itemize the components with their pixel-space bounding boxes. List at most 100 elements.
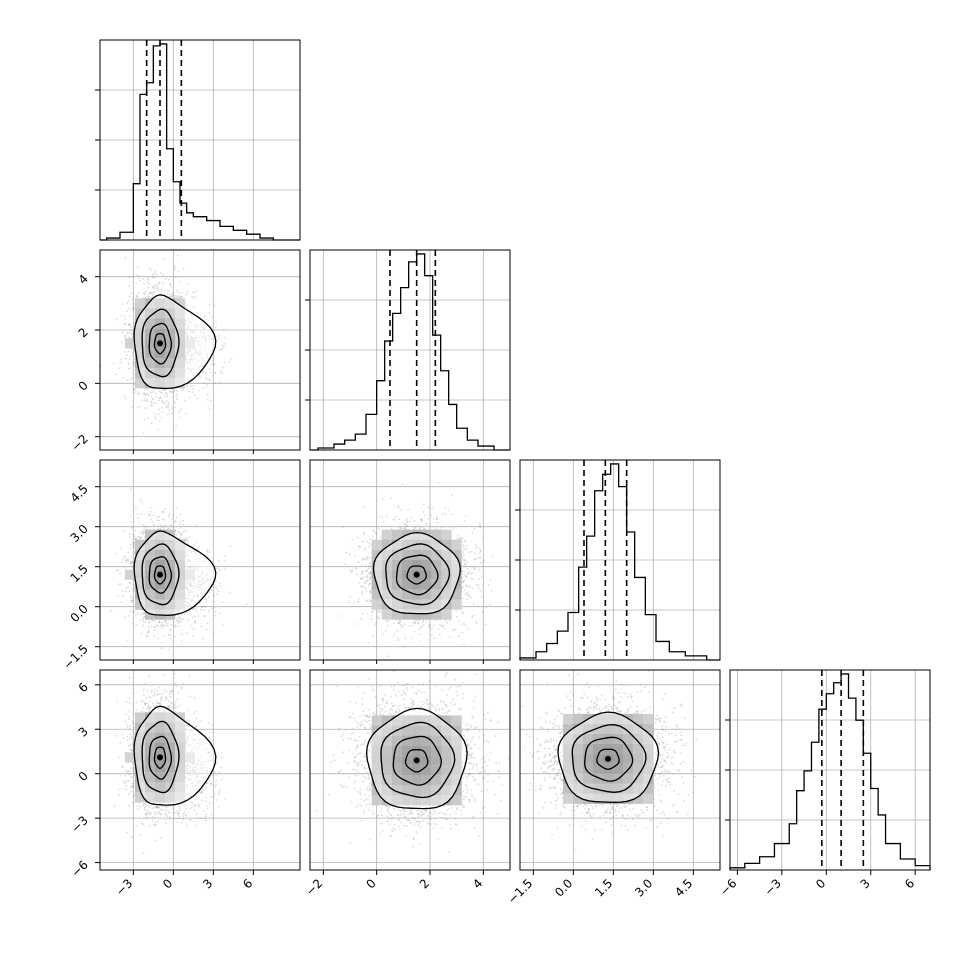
scatter-point [202, 637, 204, 640]
scatter-point [153, 388, 156, 391]
scatter-point [182, 389, 185, 392]
histogram-panel [305, 249, 511, 451]
scatter-point [165, 388, 168, 391]
scatter-point [127, 350, 130, 353]
scatter-point [206, 398, 209, 401]
scatter-point [198, 390, 200, 392]
scatter-point [149, 511, 152, 513]
scatter-point [128, 590, 131, 593]
scatter-point [174, 624, 177, 627]
scatter-point [148, 295, 150, 298]
scatter-point [132, 584, 135, 586]
scatter-point [133, 306, 135, 308]
scatter-point [148, 621, 150, 623]
scatter-point [206, 550, 209, 553]
scatter-point [120, 547, 123, 550]
scatter-point [158, 281, 161, 284]
scatter-point [170, 391, 173, 393]
scatter-point [220, 382, 222, 385]
scatter-point [121, 595, 124, 598]
scatter-point [141, 532, 144, 535]
scatter-point [128, 285, 131, 288]
scatter-point [123, 315, 126, 317]
scatter-point [229, 545, 232, 547]
scatter-point [149, 291, 151, 294]
scatter-point [211, 359, 214, 361]
scatter-point [128, 356, 131, 359]
scatter-point [144, 392, 146, 395]
scatter-point [186, 283, 189, 285]
scatter-point [130, 597, 133, 599]
scatter-point [217, 334, 220, 337]
scatter-point [160, 292, 163, 294]
scatter-point [129, 595, 132, 597]
scatter-point [127, 300, 130, 303]
scatter-point [131, 599, 134, 601]
scatter-point [130, 292, 133, 295]
scatter-point [147, 394, 150, 397]
scatter-point [132, 362, 135, 365]
scatter-point [138, 536, 141, 539]
scatter-point [193, 394, 196, 397]
scatter-point [178, 615, 181, 618]
scatter-point [123, 577, 126, 580]
scatter-point [144, 296, 147, 299]
scatter-point [143, 418, 146, 421]
scatter-point [151, 276, 154, 279]
scatter-point [133, 587, 135, 589]
scatter-point [183, 530, 185, 533]
scatter-point [208, 408, 211, 411]
scatter-point [203, 615, 206, 617]
scatter-point [147, 631, 149, 634]
scatter-point [162, 518, 164, 520]
scatter-point [158, 621, 161, 624]
scatter-point [100, 365, 102, 367]
scatter-point [156, 287, 159, 290]
scatter-point [158, 516, 160, 518]
scatter-point [127, 558, 130, 561]
scatter-point [144, 291, 147, 293]
scatter-point [132, 583, 135, 586]
scatter-point [161, 401, 164, 403]
scatter-point [150, 291, 153, 294]
scatter-point [152, 398, 155, 401]
scatter-point [150, 296, 153, 299]
scatter-point [176, 398, 178, 400]
scatter-point [213, 594, 216, 597]
scatter-point [157, 524, 160, 527]
scatter-point [153, 412, 156, 415]
scatter-point [210, 325, 213, 327]
scatter-point [145, 388, 148, 391]
scatter-point [153, 291, 156, 294]
panel-frame [309, 249, 511, 451]
scatter-point [129, 582, 132, 584]
scatter-point [217, 590, 220, 592]
scatter-point [174, 389, 177, 391]
scatter-point [187, 540, 190, 543]
scatter-point [124, 616, 126, 618]
scatter-point [117, 569, 120, 572]
scatter-point [174, 265, 176, 267]
scatter-point [208, 312, 211, 315]
scatter-point [157, 519, 160, 522]
scatter-point [159, 397, 162, 399]
scatter-point [185, 413, 188, 415]
scatter-point [193, 306, 196, 308]
scatter-point [120, 583, 122, 586]
scatter-point [164, 388, 166, 391]
scatter-point [152, 390, 155, 393]
scatter-point [148, 282, 151, 285]
scatter-point [136, 393, 139, 395]
scatter-point [213, 304, 215, 307]
scatter-point [133, 537, 136, 540]
scatter-point [174, 635, 177, 638]
scatter-point [185, 537, 188, 540]
scatter-point [203, 315, 206, 318]
scatter-point [178, 296, 181, 298]
scatter-point [130, 561, 133, 563]
scatter-point [164, 624, 167, 627]
scatter-point [132, 350, 135, 353]
scatter-point [132, 616, 135, 619]
scatter-point [180, 527, 183, 529]
scatter-point [206, 383, 209, 386]
